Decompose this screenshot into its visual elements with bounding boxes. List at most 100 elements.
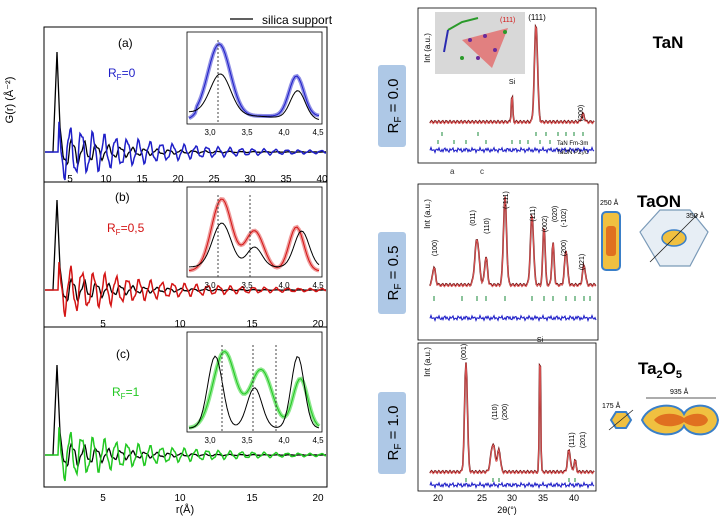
taon-title: TaON: [637, 192, 681, 211]
ta2o5-xtick: 40: [569, 493, 579, 503]
inset-xtick: 4,0: [278, 436, 290, 445]
panel-b-xtick: 10: [174, 319, 186, 330]
tan-frame: [417, 7, 597, 164]
panel-c-rf-label: RF=1: [112, 385, 140, 401]
legend-label: silica support: [262, 13, 333, 27]
panel-c-xtick: 20: [312, 493, 324, 504]
panel-b-xtick: 15: [246, 319, 258, 330]
tan-peak-111: (111): [528, 13, 546, 22]
peak-label: (200): [502, 404, 509, 420]
tan-difference: [429, 145, 595, 155]
panel-c-inset-ticks: 3,0 3,5 4,0 4,5: [204, 436, 324, 445]
ta2o5-xtick: 35: [538, 493, 548, 503]
peak-label: (-102): [561, 209, 568, 228]
inset-xtick: 4,5: [312, 128, 324, 137]
tan-peak-200: (200): [578, 105, 585, 121]
tan-phase-1: TaN Fm-3m: [557, 141, 588, 147]
inset-xtick: 3,5: [241, 128, 253, 137]
rf-tag-0: RF = 0.0: [378, 65, 406, 147]
panel-b-x-ticks: 5 10 15 20: [100, 319, 324, 330]
panel-c-xtick: 10: [174, 493, 186, 504]
taon-crystal-shape-large: 350 Å: [639, 209, 709, 267]
inset-xtick: 4,5: [312, 436, 324, 445]
panel-c-xtick: 5: [100, 493, 106, 504]
rf-tag-2: RF = 1.0: [378, 392, 406, 474]
rf-tag-2-text: RF = 1.0: [385, 406, 404, 461]
pdf-x-axis-label: r(Å): [176, 503, 194, 516]
inset-xtick: 3,5: [241, 436, 253, 445]
ta2o5-reflection-ticks: [465, 478, 576, 482]
ta2o5-size-935: 935 Å: [670, 387, 689, 396]
panel-a-letter: (a): [118, 36, 133, 50]
inset-xtick: 3,0: [204, 281, 216, 290]
taon-size-250: 250 Å: [600, 198, 619, 207]
panel-a-inset-ticks: 3,0 3,5 4,0 4,5: [204, 128, 324, 137]
peak-label: (200): [561, 240, 568, 256]
xrd-panel-tan: TaN Int (a.u.) (111) (111) (200) Si TaN …: [417, 7, 683, 176]
peak-label: (111): [569, 432, 576, 447]
ta2o5-difference: [429, 480, 595, 490]
rf-tag-2-box: [378, 392, 406, 474]
peak-label: (110): [492, 404, 499, 420]
tan-crystal-plane: [462, 28, 508, 68]
ta2o5-peak-labels: (001) (110) (200) (111) (201) Si: [461, 337, 587, 448]
rf-tag-0-box: [378, 65, 406, 147]
peak-label: (-111): [503, 191, 510, 209]
peak-label-si: Si: [537, 337, 544, 344]
taon-crystal-shape-small: 250 Å: [600, 198, 621, 271]
xrd-figure: RF = 0.0 RF = 0.5 RF = 1.0 TaN Int (a.u.…: [378, 7, 720, 515]
panel-b-inset-silica: [188, 222, 320, 268]
pdf-panel-c: (c) RF=1 5 10 15 20 3,0 3,5 4,0 4,5: [43, 326, 328, 504]
panel-c-inset-silica: [188, 355, 320, 429]
ta2o5-size-175: 175 Å: [602, 401, 621, 410]
tan-crystal-axis-b: [447, 17, 479, 31]
taon-difference: [429, 313, 597, 323]
ta2o5-frame: [417, 342, 597, 492]
panel-c-sample-curve: [45, 427, 327, 482]
taon-peak-labels: (100) (011) (110) (-111) (111) (002)(020) (-10…: [432, 191, 586, 270]
pdf-panel-b: (b) RF=0,5 5 10 15 20 3,0 3,5 4,0 4,5: [43, 181, 328, 330]
peak-label: (011): [470, 210, 477, 226]
pdf-figure: silica support G(r) (Å⁻²) (a) RF=0 5 10 15…: [3, 13, 333, 516]
panel-c-letter: (c): [116, 347, 130, 361]
inset-xtick: 4,5: [312, 281, 324, 290]
ta2o5-xtick: 30: [507, 493, 517, 503]
panel-a-xtick: 10: [100, 174, 112, 185]
panel-c-x-ticks: 5 10 15 20: [100, 493, 324, 504]
ta2o5-xtick: 25: [477, 493, 487, 503]
tan-peak-si: Si: [509, 79, 516, 86]
panel-b-inset-fit: [188, 198, 320, 272]
tan-axis-a: a: [450, 167, 455, 176]
rf-tag-1: RF = 0.5: [378, 232, 406, 314]
panel-a-xtick: 25: [208, 174, 220, 185]
peak-label: (111): [530, 206, 537, 221]
tan-crystal-axis-a: [443, 29, 449, 53]
tan-axis-c: c: [480, 167, 484, 176]
ta2o5-xtick: 20: [433, 493, 443, 503]
peak-label: (201): [580, 432, 587, 448]
ta2o5-crystal-shape-large: 935 Å: [640, 387, 720, 436]
panel-c-frame: [43, 326, 328, 488]
inset-xtick: 3,0: [204, 128, 216, 137]
panel-a-xtick: 20: [172, 174, 184, 185]
ta2o5-x-ticks: 20 25 30 35 40: [433, 493, 579, 503]
panel-b-xtick: 5: [100, 319, 106, 330]
xrd-panel-taon: TaON Int (a.u.) (100) (011) (110) (-111) (11…: [417, 183, 709, 341]
panel-a-xtick: 35: [280, 174, 292, 185]
pdf-panel-a: (a) RF=0 5 10 15 20 25 30 35 40 3,0 3,5 4,0 4,5: [43, 26, 328, 185]
ta2o5-xlabel: 2θ(°): [497, 505, 517, 515]
tan-reflection-ticks: [437, 132, 584, 144]
ta2o5-ylabel: Int (a.u.): [423, 347, 432, 377]
ta2o5-crystal-shape-small: 175 Å: [602, 401, 634, 431]
panel-a-silica-curve: [45, 51, 326, 167]
peak-label: (020): [552, 206, 559, 222]
taon-frame: [417, 183, 599, 341]
panel-a-rf-label: RF=0: [108, 66, 136, 82]
panel-a-xtick: 40: [316, 174, 328, 185]
ta2o5-observed: [429, 362, 595, 475]
inset-xtick: 4,0: [278, 281, 290, 290]
taon-size-350: 350 Å: [686, 211, 705, 220]
panel-b-sample-curve: [45, 262, 327, 317]
xrd-panel-ta2o5: Ta2O5 Int (a.u.) (001) (110) (200) (111) (20…: [417, 337, 720, 515]
